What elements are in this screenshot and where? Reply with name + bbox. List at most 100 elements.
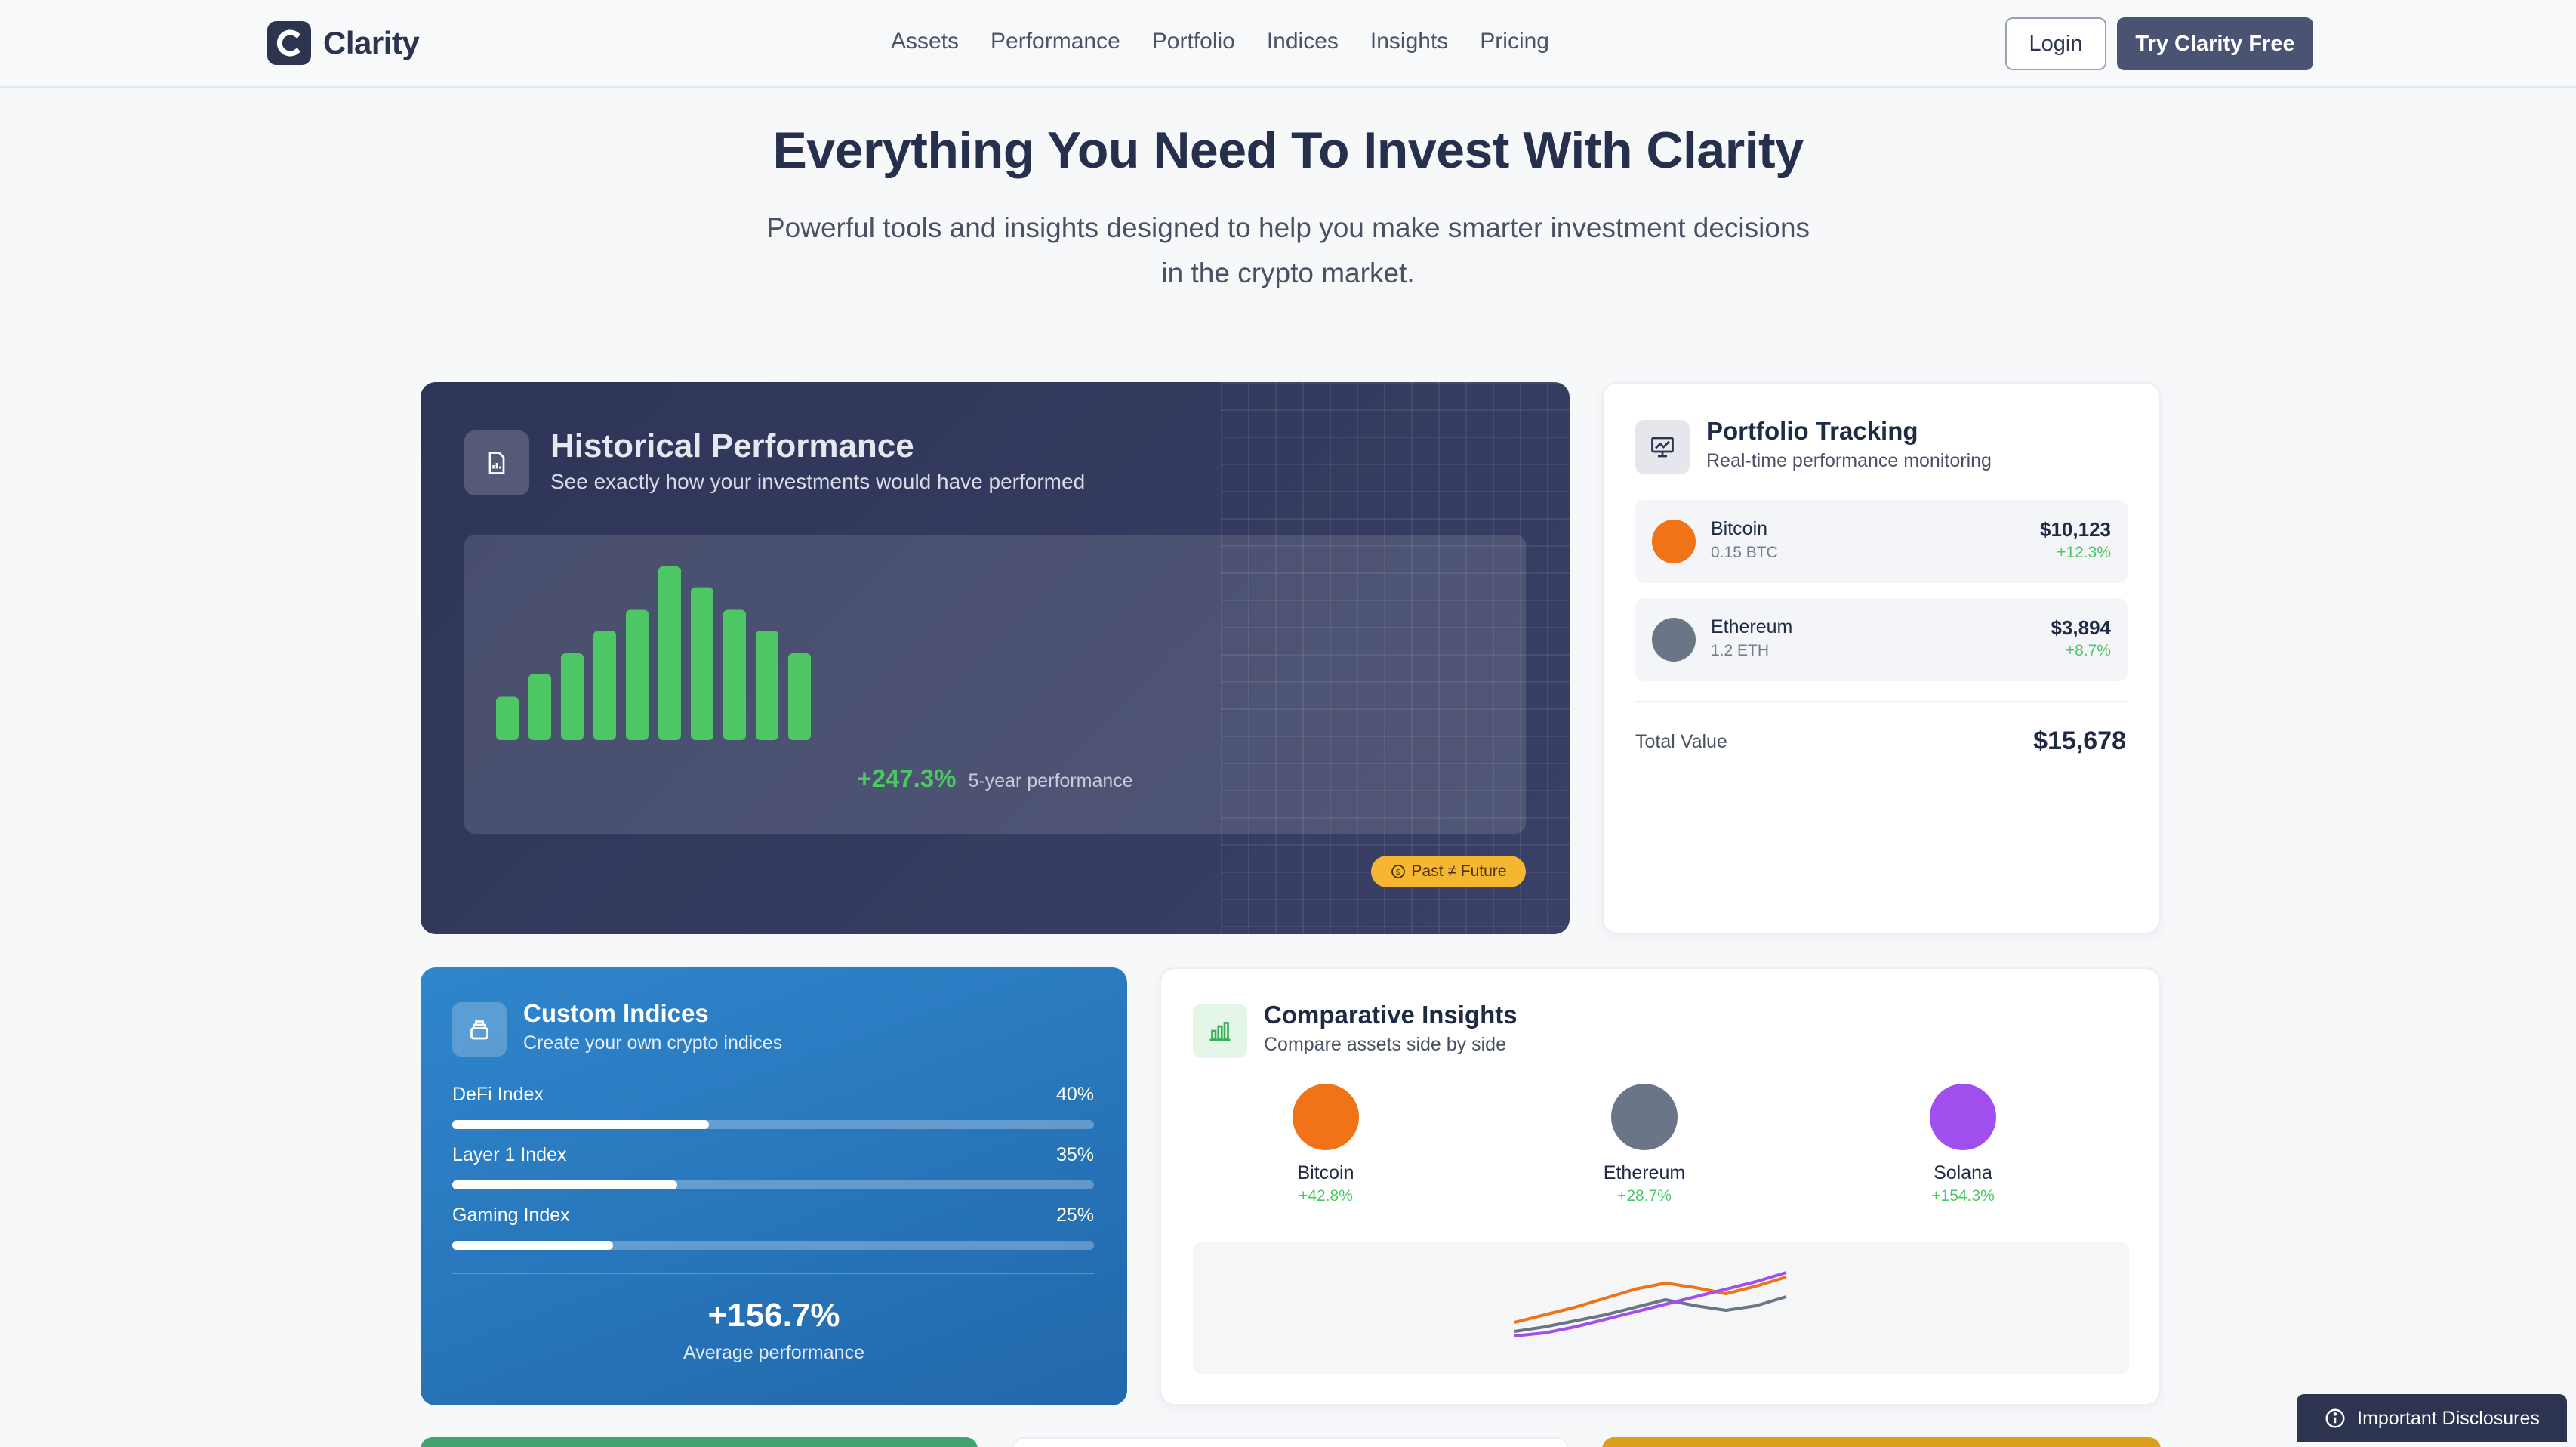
next-card-yellow (1602, 1437, 2161, 1447)
index-progress-fill (452, 1120, 709, 1129)
portfolio-subtitle: Real-time performance monitoring (1706, 450, 1992, 471)
historical-bar (723, 609, 746, 740)
solana-icon (1930, 1084, 1996, 1150)
hero-title: Everything You Need To Invest With Clari… (772, 122, 1804, 179)
index-progress-track (452, 1180, 1094, 1189)
compare-asset[interactable]: Ethereum +28.7% (1554, 1084, 1735, 1205)
stack-icon (452, 1002, 507, 1057)
index-percent: 35% (1055, 1144, 1094, 1165)
historical-performance-card: Historical Performance See exactly how y… (421, 382, 1570, 934)
bar-chart-icon (1193, 1004, 1247, 1058)
portfolio-title: Portfolio Tracking (1706, 417, 1918, 445)
insights-title: Comparative Insights (1264, 1001, 1518, 1029)
custom-indices-card: Custom Indices Create your own crypto in… (421, 967, 1127, 1405)
info-icon (2325, 1408, 2345, 1428)
comparison-line-chart (1193, 1242, 2129, 1374)
compare-asset[interactable]: Solana +154.3% (1872, 1084, 2054, 1205)
nav-link-portfolio[interactable]: Portfolio (1151, 29, 1235, 54)
total-value: $15,678 (2033, 727, 2126, 755)
brand-name: Clarity (323, 25, 420, 60)
index-name: Layer 1 Index (452, 1144, 567, 1165)
past-future-badge: $ Past ≠ Future (1371, 856, 1526, 887)
historical-bar (593, 631, 616, 740)
asset-amount: 0.15 BTC (1711, 544, 1778, 561)
nav-link-performance[interactable]: Performance (991, 29, 1120, 54)
indices-title: Custom Indices (523, 999, 709, 1027)
average-performance-label: Average performance (683, 1342, 864, 1363)
historical-performance-summary: +247.3% 5-year performance (464, 764, 1526, 793)
presentation-chart-icon (1635, 420, 1690, 474)
ethereum-line (1514, 1295, 1787, 1333)
nav-link-indices[interactable]: Indices (1266, 29, 1339, 54)
historical-bar (691, 587, 713, 740)
login-button[interactable]: Login (2005, 17, 2106, 70)
compare-asset-name: Solana (1934, 1162, 1992, 1183)
divider (1635, 701, 2128, 702)
compare-asset-name: Bitcoin (1297, 1162, 1354, 1183)
historical-subtitle: See exactly how your investments would h… (550, 470, 1086, 493)
historical-bars (496, 566, 811, 740)
nav-link-pricing[interactable]: Pricing (1480, 29, 1549, 54)
asset-value: $3,894 (2051, 616, 2111, 639)
document-chart-icon (464, 430, 529, 495)
important-disclosures-label: Important Disclosures (2357, 1407, 2540, 1429)
nav-link-assets[interactable]: Assets (891, 29, 960, 54)
index-percent: 40% (1055, 1084, 1094, 1105)
asset-name: Bitcoin (1711, 518, 1768, 539)
historical-performance-value: +247.3% (857, 764, 957, 792)
indices-subtitle: Create your own crypto indices (523, 1032, 783, 1054)
asset-change: +12.3% (2057, 544, 2111, 561)
past-future-badge-label: Past ≠ Future (1411, 862, 1507, 880)
index-row[interactable]: DeFi Index 40% (452, 1084, 1094, 1132)
compare-asset[interactable]: Bitcoin +42.8% (1235, 1084, 1416, 1205)
historical-bar (626, 609, 649, 740)
historical-bar (658, 566, 681, 740)
compare-asset-name: Ethereum (1603, 1162, 1686, 1183)
index-name: Gaming Index (452, 1205, 570, 1226)
divider (452, 1273, 1094, 1274)
asset-change: +8.7% (2065, 642, 2111, 659)
nav-links: Assets Performance Portfolio Indices Ins… (891, 29, 1549, 54)
total-value-label: Total Value (1635, 731, 1727, 752)
hero-subtitle: Powerful tools and insights designed to … (760, 205, 1816, 296)
historical-bar (561, 653, 584, 740)
index-row[interactable]: Gaming Index 25% (452, 1205, 1094, 1253)
index-name: DeFi Index (452, 1084, 544, 1105)
hero-subtitle-line1: Powerful tools and insights designed to … (766, 212, 1810, 243)
clarity-logo-icon (267, 21, 311, 65)
comparative-insights-card: Comparative Insights Compare assets side… (1160, 967, 2161, 1405)
insights-subtitle: Compare assets side by side (1264, 1034, 1506, 1055)
asset-value: $10,123 (2040, 518, 2111, 541)
try-free-button[interactable]: Try Clarity Free (2117, 17, 2313, 70)
important-disclosures-button[interactable]: Important Disclosures (2297, 1394, 2567, 1442)
solana-line (1514, 1271, 1787, 1337)
historical-bar (528, 674, 551, 740)
asset-amount: 1.2 ETH (1711, 642, 1770, 659)
coin-icon: $ (1391, 865, 1405, 878)
bitcoin-line (1514, 1276, 1787, 1324)
index-progress-track (452, 1120, 1094, 1129)
decorative-grid (1221, 382, 1570, 934)
average-performance-value: +156.7% (707, 1297, 840, 1334)
comparison-lines (1514, 1271, 1787, 1337)
bitcoin-icon (1652, 520, 1696, 563)
ethereum-icon (1611, 1084, 1678, 1150)
top-navbar: Clarity Assets Performance Portfolio Ind… (0, 0, 2576, 88)
next-card-green (421, 1437, 978, 1447)
nav-link-insights[interactable]: Insights (1370, 29, 1449, 54)
bitcoin-icon (1293, 1084, 1359, 1150)
index-row[interactable]: Layer 1 Index 35% (452, 1144, 1094, 1192)
ethereum-icon (1652, 618, 1696, 662)
portfolio-asset-row[interactable]: Ethereum 1.2 ETH $3,894 +8.7% (1635, 598, 2128, 681)
historical-title: Historical Performance (550, 427, 914, 464)
brand-logo[interactable]: Clarity (267, 21, 420, 65)
hero-subtitle-line2: in the crypto market. (1161, 258, 1415, 288)
index-percent: 25% (1055, 1205, 1094, 1226)
portfolio-asset-row[interactable]: Bitcoin 0.15 BTC $10,123 +12.3% (1635, 500, 2128, 583)
svg-text:$: $ (1395, 867, 1400, 877)
index-progress-track (452, 1241, 1094, 1250)
historical-bar (756, 631, 778, 740)
compare-asset-change: +42.8% (1299, 1187, 1353, 1205)
historical-bar (496, 696, 519, 740)
historical-chart: +247.3% 5-year performance (464, 535, 1526, 834)
